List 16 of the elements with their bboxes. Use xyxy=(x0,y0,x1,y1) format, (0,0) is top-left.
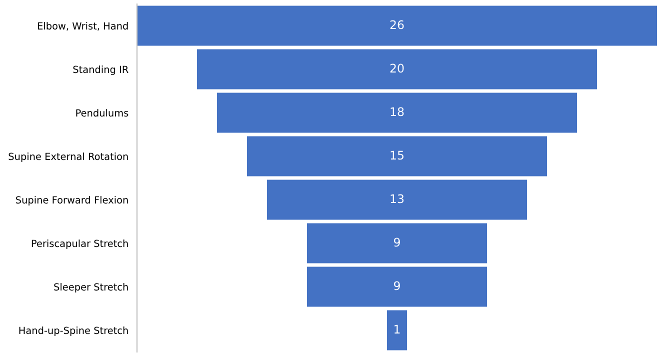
data-label: 13 xyxy=(390,194,404,204)
data-label: 9 xyxy=(394,238,400,247)
category-label: Pendulums xyxy=(76,109,128,117)
category-label: Supine Forward Flexion xyxy=(16,196,128,206)
category-label: Periscapular Stretch xyxy=(32,240,128,249)
data-label: 15 xyxy=(390,150,404,160)
category-label: Sleeper Stretch xyxy=(54,283,128,292)
data-label: 20 xyxy=(390,64,404,73)
category-label: Elbow, Wrist, Hand xyxy=(38,22,128,31)
category-label: Supine External Rotation xyxy=(8,152,128,162)
data-label: 9 xyxy=(394,281,400,290)
data-label: 18 xyxy=(390,107,404,116)
category-label: Standing IR xyxy=(73,66,128,75)
data-label: 26 xyxy=(390,20,404,30)
category-label: Hand-up-Spine Stretch xyxy=(19,326,128,336)
data-label: 1 xyxy=(394,324,400,334)
